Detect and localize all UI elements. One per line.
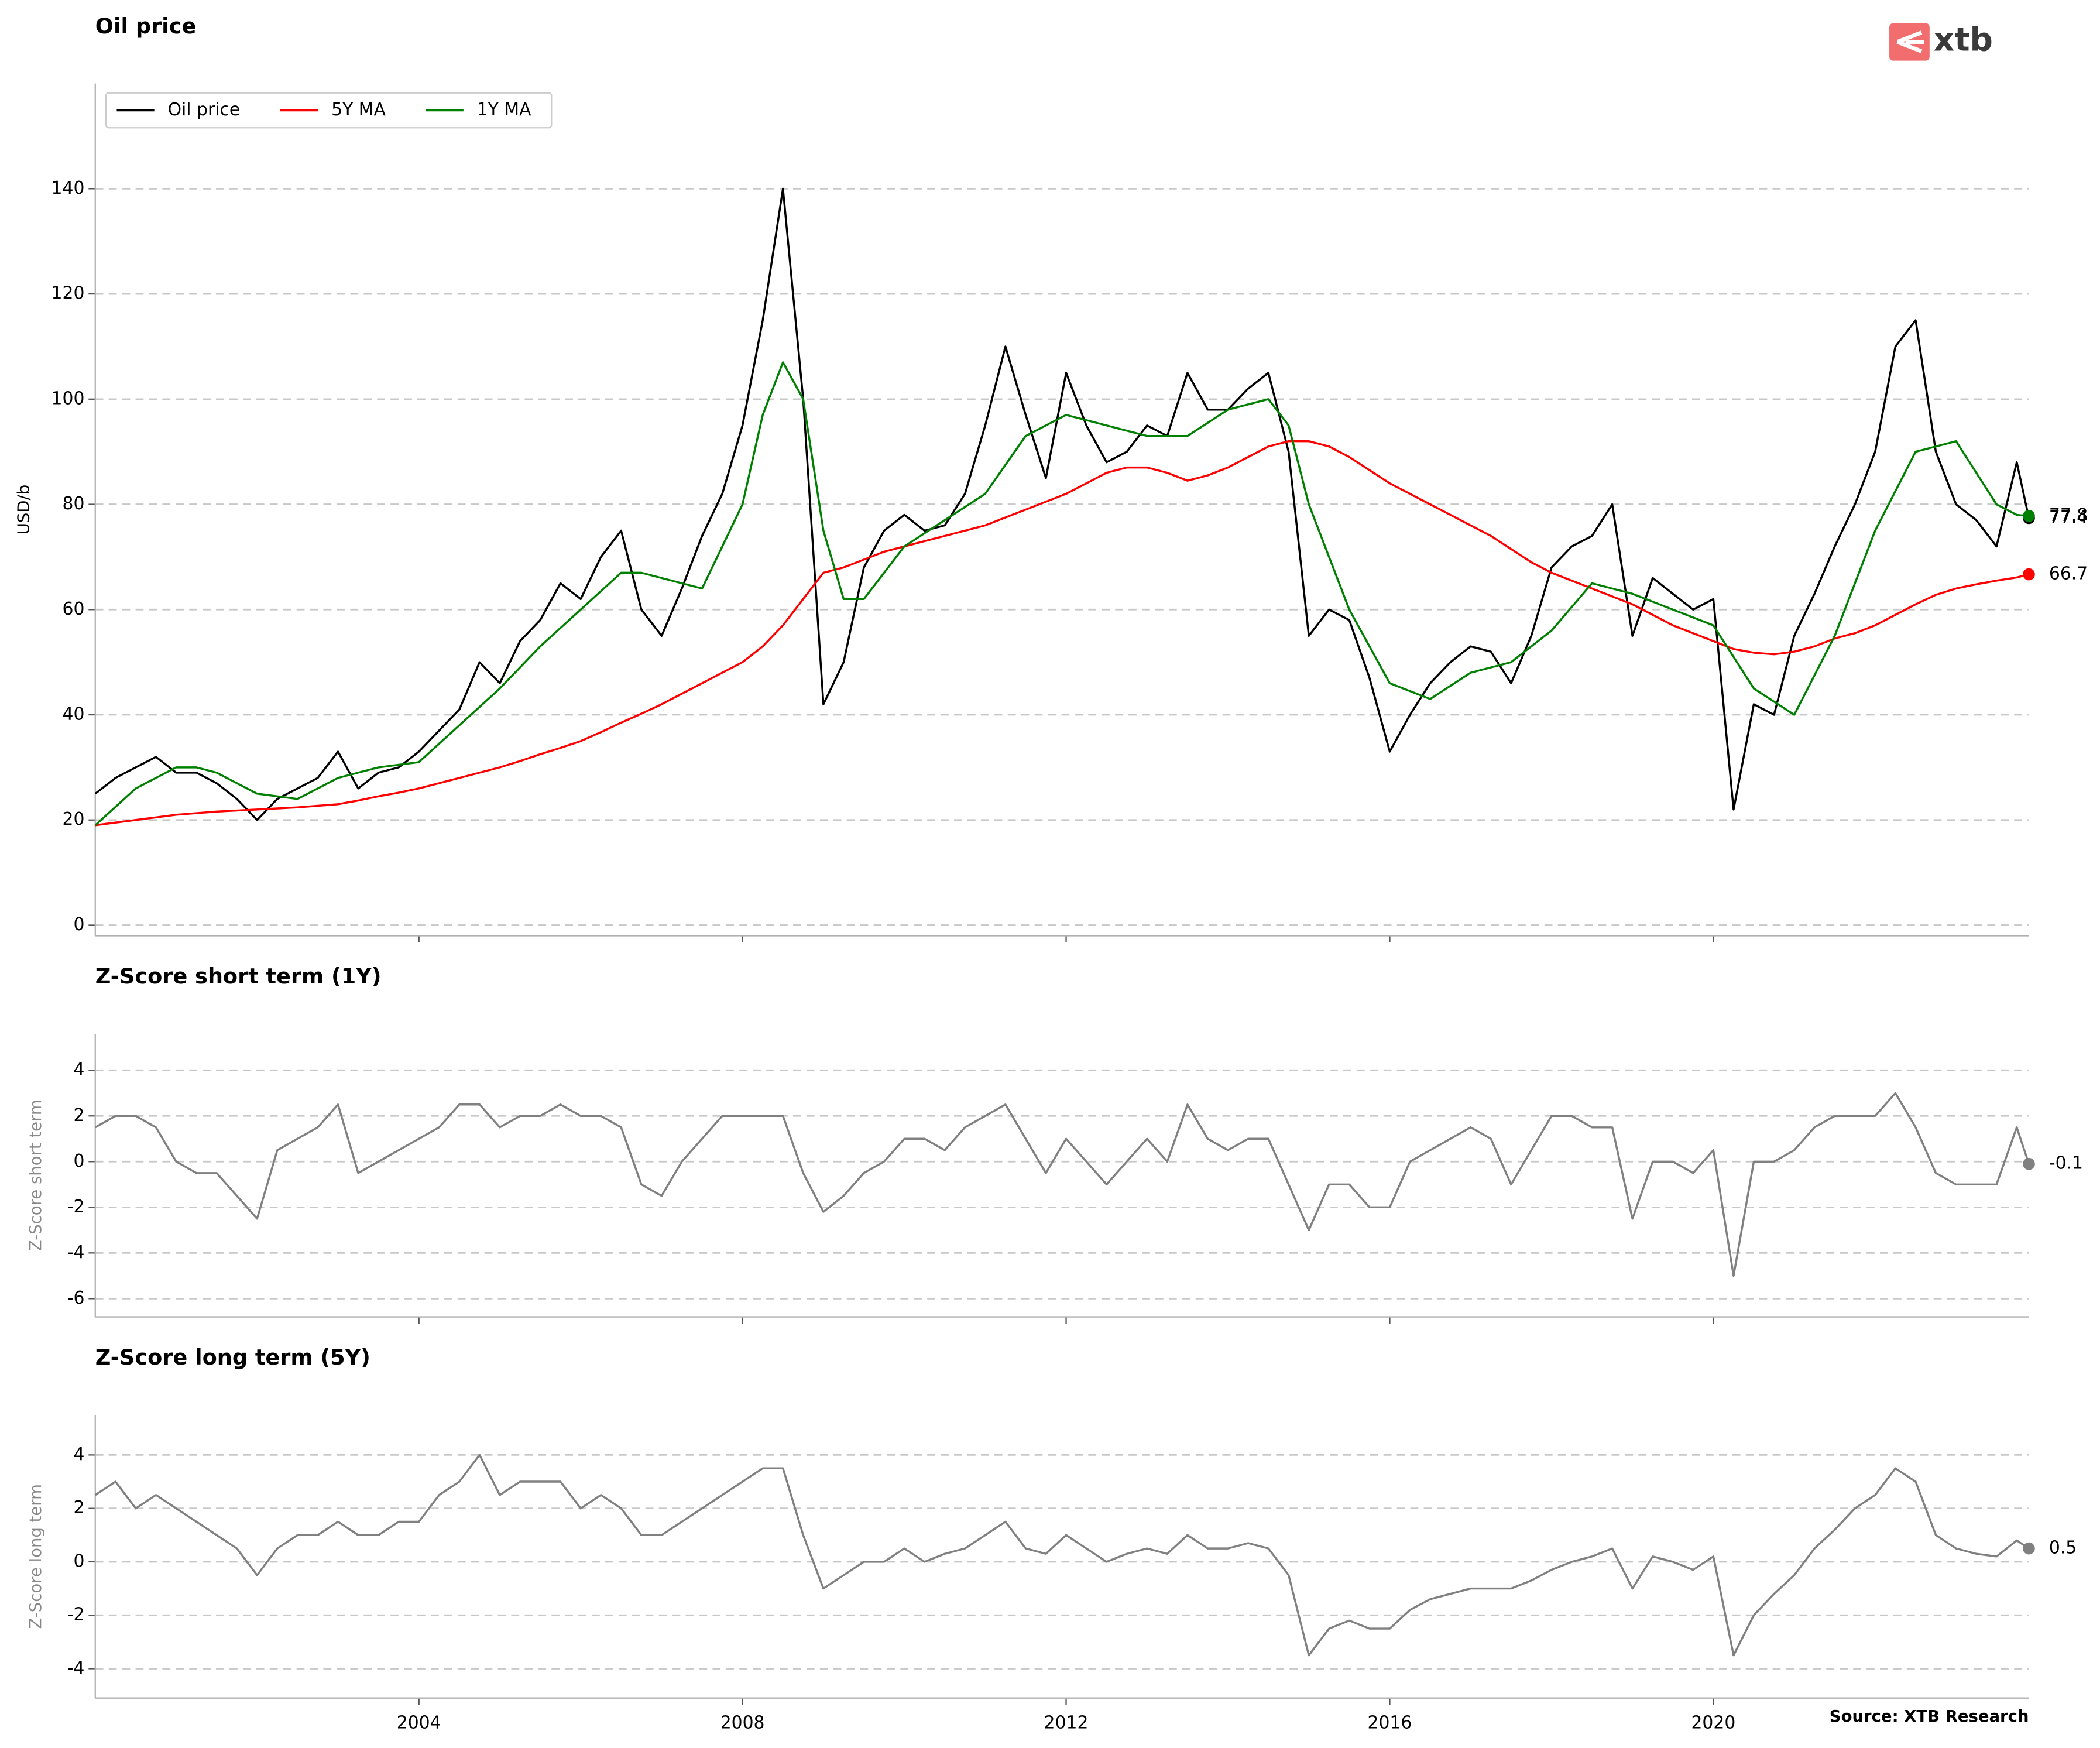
legend-label: 1Y MA	[477, 100, 531, 120]
y-tick-label: 0	[73, 1551, 84, 1571]
panel-title: Oil price	[95, 13, 197, 39]
end-marker	[2023, 1157, 2035, 1170]
y-tick-label: -4	[67, 1242, 85, 1263]
legend-label: Oil price	[168, 100, 241, 120]
y-tick-label: 4	[73, 1060, 84, 1080]
end-label: 77.4	[2049, 507, 2088, 527]
y-tick-label: 140	[52, 178, 85, 198]
end-marker	[2023, 568, 2035, 581]
end-label: -0.1	[2049, 1153, 2083, 1174]
y-tick-label: -2	[67, 1605, 85, 1625]
y-tick-label: 80	[63, 493, 85, 514]
series-line	[94, 361, 2029, 827]
y-tick-label: 20	[63, 809, 85, 830]
y-axis-label: USD/b	[14, 485, 33, 534]
x-tick-label: 2020	[1691, 1713, 1735, 1733]
series-line	[94, 1092, 2030, 1277]
y-tick-label: 120	[52, 283, 85, 304]
end-marker	[2023, 510, 2035, 522]
y-tick-label: -6	[67, 1288, 85, 1308]
panel-title: Z-Score short term (1Y)	[95, 964, 382, 989]
end-label: 66.7	[2049, 564, 2088, 584]
y-tick-label: 2	[73, 1105, 84, 1126]
legend-box	[105, 92, 553, 129]
y-tick-label: 100	[52, 388, 85, 409]
end-marker	[2023, 1542, 2035, 1555]
y-tick-label: 0	[73, 1151, 84, 1171]
end-label: 0.5	[2049, 1538, 2077, 1558]
y-tick-label: 4	[73, 1444, 84, 1465]
y-tick-label: 0	[73, 914, 84, 935]
y-tick-label: 2	[73, 1497, 84, 1518]
x-tick-label: 2008	[720, 1713, 765, 1733]
series-line	[94, 1454, 2030, 1657]
x-tick-label: 2004	[397, 1713, 441, 1733]
source: Source: XTB Research	[1830, 1707, 2029, 1726]
series-line	[95, 440, 2029, 827]
x-tick-label: 2016	[1368, 1713, 1412, 1733]
series-line	[94, 187, 2030, 821]
y-tick-label: -4	[67, 1658, 85, 1678]
legend: Oil price 5Y MA 1Y MA	[105, 92, 553, 129]
y-axis-label: Z-Score long term	[26, 1484, 45, 1629]
y-tick-label: -2	[67, 1197, 85, 1217]
x-tick-label: 2012	[1044, 1713, 1089, 1733]
y-tick-label: 60	[63, 599, 85, 619]
y-axis-label: Z-Score short term	[26, 1099, 45, 1251]
end-label: 77.8	[2049, 505, 2088, 526]
y-tick-label: 40	[63, 704, 85, 725]
logo-text: xtb	[1934, 21, 1993, 59]
legend-label: 5Y MA	[331, 100, 386, 120]
logo-mark	[1896, 30, 1924, 53]
logo: xtb	[1889, 21, 1993, 61]
panel-title: Z-Score long term (5Y)	[95, 1345, 370, 1370]
